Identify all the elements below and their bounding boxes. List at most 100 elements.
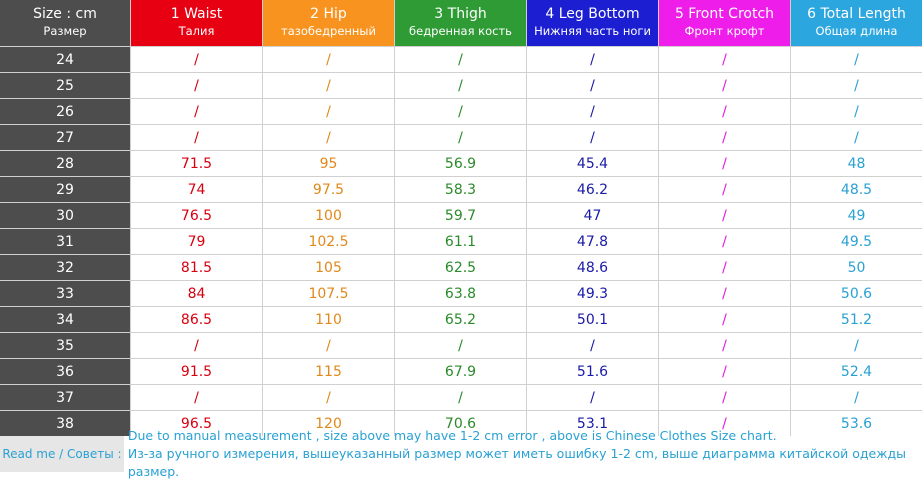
table-cell: 63.8	[395, 281, 526, 306]
table-cell: 115	[263, 359, 394, 384]
size-cell: 37	[0, 385, 130, 410]
table-cell: /	[791, 47, 922, 72]
table-cell: /	[263, 99, 394, 124]
size-cell: 25	[0, 73, 130, 98]
size-cell: 38	[0, 411, 130, 436]
table-cell: 76.5	[131, 203, 262, 228]
table-cell: /	[659, 255, 790, 280]
table-cell: /	[791, 125, 922, 150]
table-cell: /	[395, 385, 526, 410]
size-cell: 35	[0, 333, 130, 358]
table-cell: 58.3	[395, 177, 526, 202]
table-cell: /	[527, 125, 658, 150]
table-cell: 59.7	[395, 203, 526, 228]
table-cell: 47	[527, 203, 658, 228]
table-cell: /	[263, 125, 394, 150]
table-cell: 51.2	[791, 307, 922, 332]
table-cell: 79	[131, 229, 262, 254]
table-cell: 95	[263, 151, 394, 176]
footer-label: Read me / Советы :	[0, 436, 124, 472]
table-cell: /	[527, 47, 658, 72]
table-cell: /	[527, 385, 658, 410]
table-cell: /	[395, 333, 526, 358]
table-cell: 100	[263, 203, 394, 228]
table-cell: /	[659, 47, 790, 72]
table-cell: /	[659, 385, 790, 410]
table-cell: 70.6	[395, 411, 526, 436]
header-cell: Size : cm Размер	[0, 0, 130, 46]
header-cell: 6 Total Length Общая длина	[791, 0, 922, 46]
size-cell: 30	[0, 203, 130, 228]
table-cell: 56.9	[395, 151, 526, 176]
table-cell: /	[395, 125, 526, 150]
table-cell: /	[659, 229, 790, 254]
table-cell: 51.6	[527, 359, 658, 384]
table-cell: 45.4	[527, 151, 658, 176]
size-cell: 34	[0, 307, 130, 332]
table-cell: 65.2	[395, 307, 526, 332]
table-cell: 96.5	[131, 411, 262, 436]
table-cell: 97.5	[263, 177, 394, 202]
size-cell: 32	[0, 255, 130, 280]
size-cell: 36	[0, 359, 130, 384]
table-cell: 50.6	[791, 281, 922, 306]
table-cell: /	[263, 47, 394, 72]
table-cell: 48	[791, 151, 922, 176]
table-cell: /	[659, 125, 790, 150]
table-cell: 84	[131, 281, 262, 306]
table-cell: 102.5	[263, 229, 394, 254]
header-subtitle: Фронт крофт	[684, 24, 765, 38]
table-cell: 48.6	[527, 255, 658, 280]
table-cell: /	[659, 307, 790, 332]
table-cell: 50.1	[527, 307, 658, 332]
size-cell: 24	[0, 47, 130, 72]
header-title: 4 Leg Bottom	[545, 6, 640, 22]
header-cell: 5 Front Crotch Фронт крофт	[659, 0, 790, 46]
table-cell: 49.5	[791, 229, 922, 254]
size-cell: 33	[0, 281, 130, 306]
table-cell: /	[131, 99, 262, 124]
table-cell: 105	[263, 255, 394, 280]
header-title: 3 Thigh	[434, 6, 487, 22]
header-subtitle: бедренная кость	[409, 24, 512, 38]
table-cell: /	[263, 73, 394, 98]
table-cell: /	[131, 125, 262, 150]
table-cell: /	[659, 359, 790, 384]
table-cell: /	[131, 73, 262, 98]
table-cell: /	[659, 73, 790, 98]
table-cell: /	[395, 47, 526, 72]
table-cell: 120	[263, 411, 394, 436]
header-subtitle: тазобедренный	[281, 24, 376, 38]
footer-notes: Due to manual measurement , size above m…	[124, 428, 922, 479]
table-cell: /	[131, 47, 262, 72]
table-cell: 50	[791, 255, 922, 280]
table-cell: 62.5	[395, 255, 526, 280]
table-cell: 48.5	[791, 177, 922, 202]
table-cell: 53.6	[791, 411, 922, 436]
table-cell: /	[659, 281, 790, 306]
table-cell: /	[263, 333, 394, 358]
table-cell: /	[395, 99, 526, 124]
table-cell: /	[131, 385, 262, 410]
table-cell: 67.9	[395, 359, 526, 384]
header-subtitle: Талия	[178, 24, 215, 38]
header-subtitle: Нижняя часть ноги	[534, 24, 651, 38]
table-cell: 61.1	[395, 229, 526, 254]
table-cell: 110	[263, 307, 394, 332]
table-cell: 49	[791, 203, 922, 228]
size-cell: 28	[0, 151, 130, 176]
footer-line: Due to manual measurement , size above m…	[127, 428, 777, 443]
table-cell: 74	[131, 177, 262, 202]
table-cell: /	[527, 73, 658, 98]
table-cell: /	[659, 203, 790, 228]
header-cell: 2 Hip тазобедренный	[263, 0, 394, 46]
table-cell: /	[791, 99, 922, 124]
table-cell: /	[263, 385, 394, 410]
footer-line: Из-за ручного измерения, вышеуказанный р…	[127, 446, 906, 479]
table-cell: /	[659, 411, 790, 436]
size-cell: 26	[0, 99, 130, 124]
table-cell: /	[527, 99, 658, 124]
header-cell: 3 Thigh бедренная кость	[395, 0, 526, 46]
table-cell: 71.5	[131, 151, 262, 176]
